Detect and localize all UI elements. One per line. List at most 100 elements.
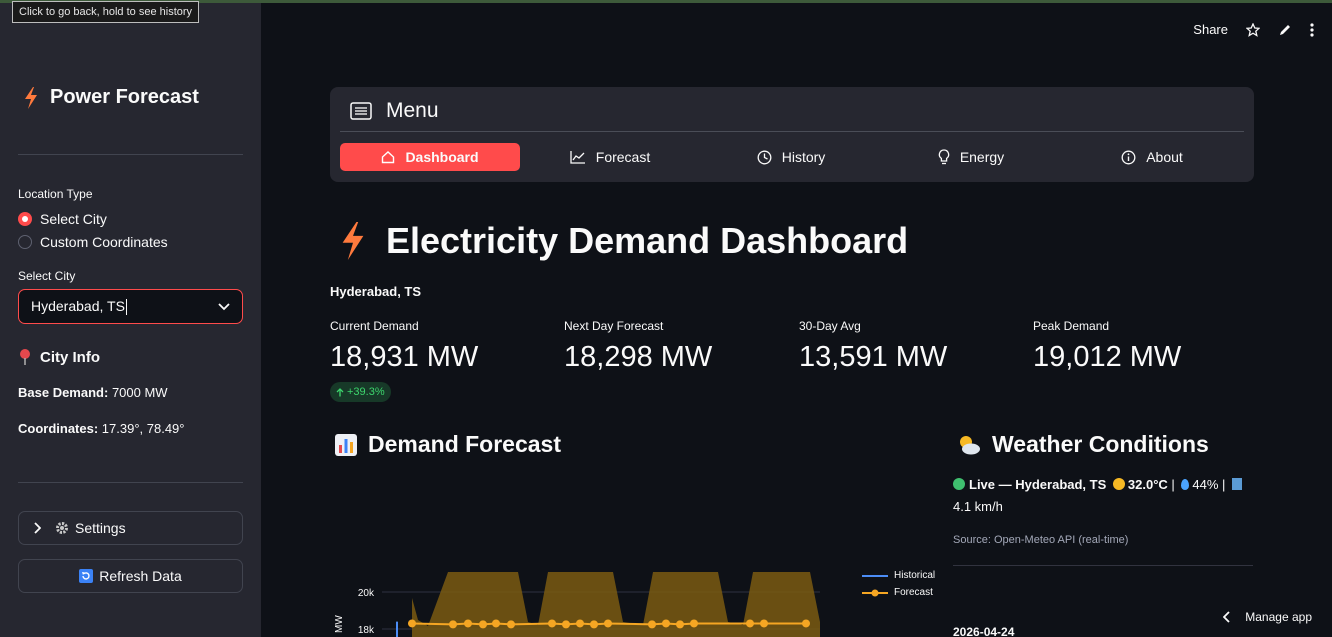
forecast-point xyxy=(548,619,556,628)
y-axis-label: MW xyxy=(334,615,345,633)
settings-label-wrap: Settings xyxy=(55,520,126,536)
chevron-left-icon xyxy=(1223,611,1230,623)
metric-label: Current Demand xyxy=(330,319,419,333)
share-button[interactable]: Share xyxy=(1193,22,1228,37)
weather-temp: 32.0°C xyxy=(1127,477,1168,492)
base-demand-label: Base Demand: xyxy=(18,385,109,400)
demand-forecast-heading: Demand Forecast xyxy=(334,431,561,458)
metric-label: Peak Demand xyxy=(1033,319,1110,333)
top-toolbar: Share xyxy=(1193,22,1314,37)
star-icon[interactable] xyxy=(1246,22,1260,37)
forecast-point xyxy=(479,620,487,629)
refresh-label: Refresh Data xyxy=(99,568,182,584)
pencil-icon[interactable] xyxy=(1278,23,1292,37)
sun-behind-cloud-icon xyxy=(960,435,980,454)
forecast-point xyxy=(492,619,500,628)
demand-forecast-chart[interactable]: 20k 18k MW xyxy=(330,560,940,637)
forecast-point xyxy=(590,620,598,629)
nav-label: Energy xyxy=(959,149,1005,165)
nav-history[interactable]: History xyxy=(701,143,881,171)
legend-item-forecast[interactable]: Forecast xyxy=(862,584,935,601)
forecast-point xyxy=(802,619,810,628)
nav-energy[interactable]: Energy xyxy=(881,143,1061,171)
bar-chart-icon xyxy=(335,433,357,456)
radio-label: Select City xyxy=(40,211,107,227)
weather-heading: Weather Conditions xyxy=(956,431,1209,458)
weather-wind: 4.1 km/h xyxy=(953,499,1003,514)
weather-date: 2026-04-24 xyxy=(953,625,1015,637)
y-tick-label: 20k xyxy=(358,588,375,599)
sun-icon xyxy=(1112,478,1125,490)
more-vertical-icon[interactable] xyxy=(1310,22,1314,37)
forecast-point xyxy=(408,619,416,628)
sidebar-brand: Power Forecast xyxy=(24,86,199,109)
chart-legend: Historical Forecast xyxy=(862,567,935,601)
radio-dot-selected[interactable] xyxy=(18,212,32,226)
settings-label: Settings xyxy=(75,520,126,536)
radio-custom-coordinates[interactable]: Custom Coordinates xyxy=(18,234,168,250)
option-menu: Menu Dashboard Forecast History Energy A… xyxy=(330,87,1254,182)
weather-divider xyxy=(953,565,1253,566)
city-select-value: Hyderabad, TS xyxy=(31,297,127,316)
metric-current-demand: Current Demand 18,931 MW xyxy=(330,319,478,374)
forecast-point xyxy=(760,619,768,628)
nav-label: About xyxy=(1146,149,1183,165)
page-title: Electricity Demand Dashboard xyxy=(340,220,908,262)
weather-humidity: 44% xyxy=(1192,477,1219,492)
legend-line-forecast xyxy=(862,589,888,596)
metric-next-day-forecast: Next Day Forecast 18,298 MW xyxy=(564,319,712,374)
city-select-text: Hyderabad, TS xyxy=(31,297,125,314)
menu-title: Menu xyxy=(386,99,439,122)
forecast-point xyxy=(562,620,570,629)
forecast-point xyxy=(662,619,670,628)
nav-label: History xyxy=(781,149,826,165)
gear-icon xyxy=(56,522,68,534)
radio-label: Custom Coordinates xyxy=(40,234,168,250)
lightning-icon xyxy=(25,86,37,109)
base-demand-value: 7000 MW xyxy=(111,385,168,400)
city-info-heading: City Info xyxy=(18,348,100,366)
legend-item-historical[interactable]: Historical xyxy=(862,567,935,584)
manage-app-button[interactable]: Manage app xyxy=(1223,610,1312,624)
menu-header: Menu xyxy=(350,99,439,123)
coordinates-row: Coordinates: 17.39°, 78.49° xyxy=(18,421,184,436)
metric-30-day-avg: 30-Day Avg 13,591 MW xyxy=(799,319,947,374)
city-select[interactable]: Hyderabad, TS xyxy=(18,289,243,324)
delta-value: +39.3% xyxy=(347,386,385,398)
nav-about[interactable]: About xyxy=(1062,143,1242,171)
metric-label: 30-Day Avg xyxy=(799,319,861,333)
metric-value: 13,591 MW xyxy=(799,341,948,373)
nav-dashboard[interactable]: Dashboard xyxy=(340,143,520,171)
sidebar-divider xyxy=(18,482,243,483)
forecast-point xyxy=(576,619,584,628)
metric-value: 18,931 MW xyxy=(330,341,479,373)
radio-dot[interactable] xyxy=(18,235,32,249)
info-icon xyxy=(1121,150,1136,164)
forecast-point xyxy=(746,619,754,628)
manage-app-label: Manage app xyxy=(1245,610,1312,624)
forecast-point xyxy=(604,619,612,628)
refresh-data-button[interactable]: Refresh Data xyxy=(18,559,243,593)
clock-icon xyxy=(757,150,772,164)
chevron-right-icon xyxy=(34,522,41,534)
city-info-title: City Info xyxy=(40,348,100,366)
weather-title: Weather Conditions xyxy=(992,431,1209,457)
arrow-up-icon xyxy=(336,387,344,396)
location-caption: Hyderabad, TS xyxy=(330,284,422,299)
legend-label: Historical xyxy=(894,570,936,581)
top-accent-line xyxy=(0,0,1332,3)
forecast-confidence-band xyxy=(412,572,820,637)
lightbulb-icon xyxy=(938,149,950,165)
house-icon xyxy=(382,151,395,164)
forecast-point xyxy=(648,620,656,629)
text-caret xyxy=(125,299,127,316)
nav-label: Forecast xyxy=(595,149,651,165)
radio-select-city[interactable]: Select City xyxy=(18,211,107,227)
weather-live-label: Live — Hyderabad, TS xyxy=(969,477,1107,492)
nav-forecast[interactable]: Forecast xyxy=(520,143,700,171)
location-type-label: Location Type xyxy=(18,187,93,201)
live-dot-icon xyxy=(953,478,965,490)
settings-expander[interactable]: Settings xyxy=(18,511,243,545)
forecast-point xyxy=(507,620,515,629)
back-tooltip: Click to go back, hold to see history xyxy=(12,1,200,23)
